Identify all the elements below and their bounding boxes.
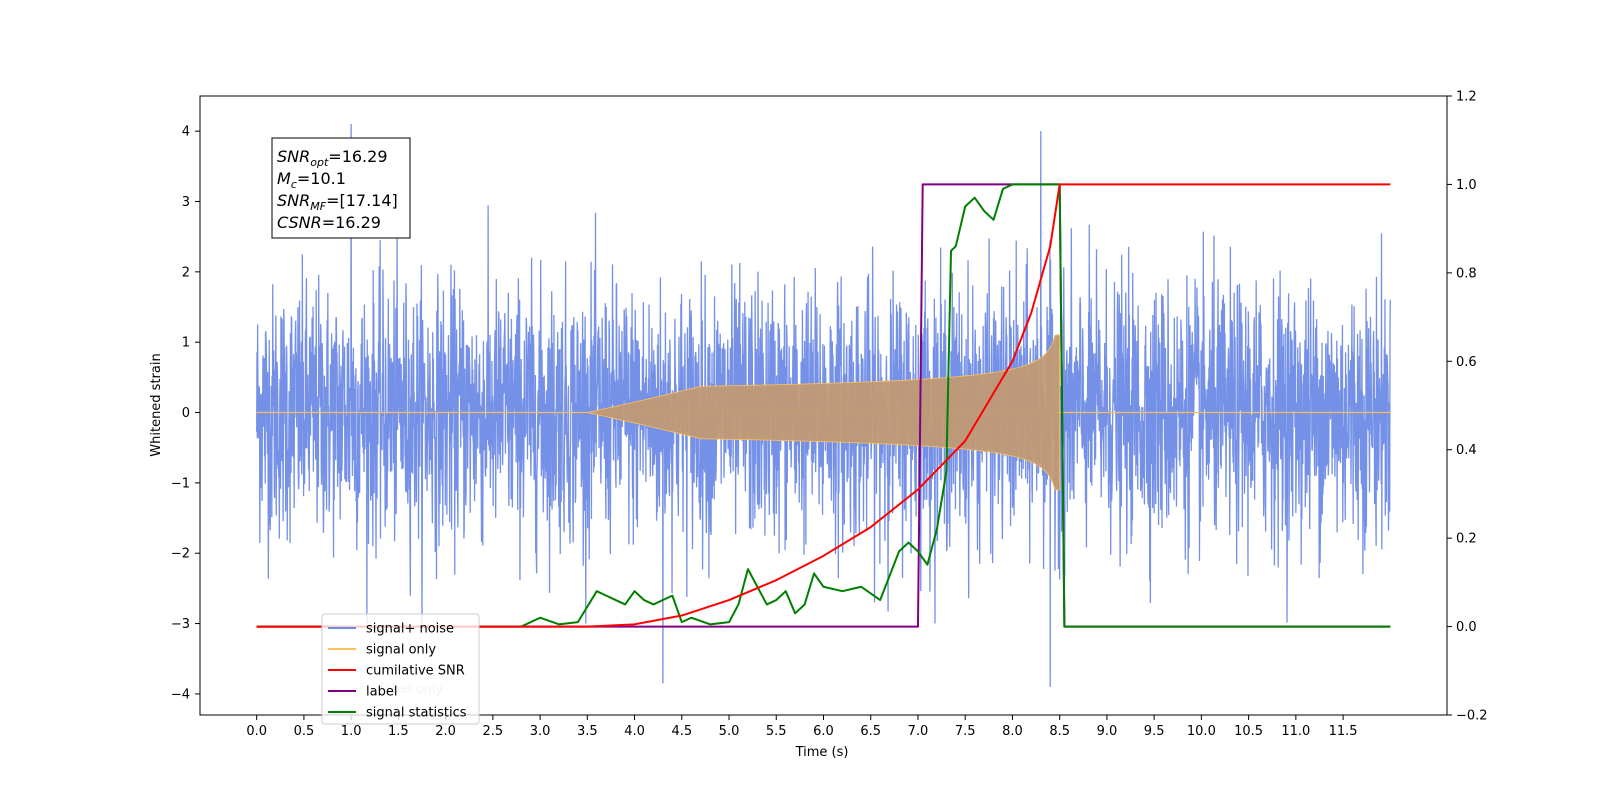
x-tick-label: 10.0: [1187, 724, 1216, 739]
x-tick-label: 2.5: [483, 724, 504, 739]
x-tick-label: 4.5: [671, 724, 692, 739]
x-axis: 0.0 0.5 1.0 1.5 2.0 2.5 3.0 3.5 4.0 4.5 5.0 5.5 6.0 6…: [246, 715, 1358, 739]
x-tick-label: 7.5: [955, 724, 976, 739]
annotation-line: Mc=10.1: [277, 169, 346, 191]
x-tick-label: 4.0: [624, 724, 645, 739]
y-tick-label: 2: [182, 265, 190, 280]
y2-tick-label: 0.6: [1456, 355, 1477, 370]
annotation-line: SNRopt=16.29: [277, 147, 388, 169]
y2-tick-label: −0.2: [1456, 709, 1488, 724]
x-tick-label: 10.5: [1234, 724, 1263, 739]
y-tick-label: 4: [182, 125, 190, 140]
x-tick-label: 2.0: [435, 724, 456, 739]
x-tick-label: 0.0: [246, 724, 267, 739]
y2-tick-label: 0.4: [1456, 443, 1477, 458]
x-tick-label: 3.5: [577, 724, 598, 739]
y-tick-label: −4: [171, 687, 190, 702]
x-tick-label: 9.5: [1144, 724, 1165, 739]
x-tick-label: 9.0: [1097, 724, 1118, 739]
y2-tick-label: 1.2: [1456, 90, 1477, 105]
signal-statistics-line: [256, 183, 1391, 628]
legend-box: [321, 613, 480, 725]
metrics-annotation-box: SNRopt=16.29Mc=10.1SNRMF=[17.14]CSNR=16.…: [271, 137, 411, 239]
x-tick-label: 11.0: [1281, 724, 1310, 739]
y2-tick-label: 1.0: [1456, 178, 1477, 193]
x-tick-label: 7.0: [908, 724, 929, 739]
right-axis-series: [256, 183, 1391, 628]
y-axis-left: −4 −3 −2 −1 0 1 2 3 4: [171, 125, 200, 702]
x-tick-label: 5.5: [766, 724, 787, 739]
y2-tick-label: 0.0: [1456, 620, 1477, 635]
x-tick-label: 1.0: [341, 724, 362, 739]
x-tick-label: 3.0: [530, 724, 551, 739]
x-tick-label: 8.5: [1049, 724, 1070, 739]
y-tick-label: −3: [171, 617, 190, 632]
x-axis-title: Time (s): [795, 745, 849, 760]
annotation-line: SNRMF=[17.14]: [277, 191, 398, 213]
annotation-line: CSNR=16.29: [277, 213, 381, 232]
legend-entry: signal only: [366, 643, 436, 658]
x-tick-label: 1.5: [388, 724, 409, 739]
legend-entry: cumilative SNR: [366, 664, 465, 679]
annotation-box: [271, 137, 411, 239]
signal-only-chirp: [587, 334, 1061, 491]
legend-entry: signal statistics: [366, 706, 467, 721]
signal-only-series: [256, 334, 1391, 491]
legend-entry: signal+ noise: [366, 622, 454, 637]
x-tick-label: 6.5: [860, 724, 881, 739]
x-tick-label: 6.0: [813, 724, 834, 739]
y2-tick-label: 0.2: [1456, 532, 1477, 547]
x-tick-label: 5.0: [719, 724, 740, 739]
legend-entry: label: [366, 685, 397, 700]
y2-tick-label: 0.8: [1456, 266, 1477, 281]
x-tick-label: 0.5: [294, 724, 315, 739]
y-tick-label: 3: [182, 195, 190, 210]
x-tick-label: 11.5: [1329, 724, 1358, 739]
x-tick-label: 8.0: [1002, 724, 1023, 739]
y-tick-label: −2: [171, 547, 190, 562]
y-tick-label: −1: [171, 476, 190, 491]
y-axis-right: −0.2 0.0 0.2 0.4 0.6 0.8 1.0 1.2: [1447, 90, 1488, 724]
y-tick-label: 1: [182, 336, 190, 351]
cumulative-snr-line: [256, 183, 1391, 628]
y-axis-title: Whitened strain: [149, 353, 164, 456]
y-tick-label: 0: [182, 406, 190, 421]
